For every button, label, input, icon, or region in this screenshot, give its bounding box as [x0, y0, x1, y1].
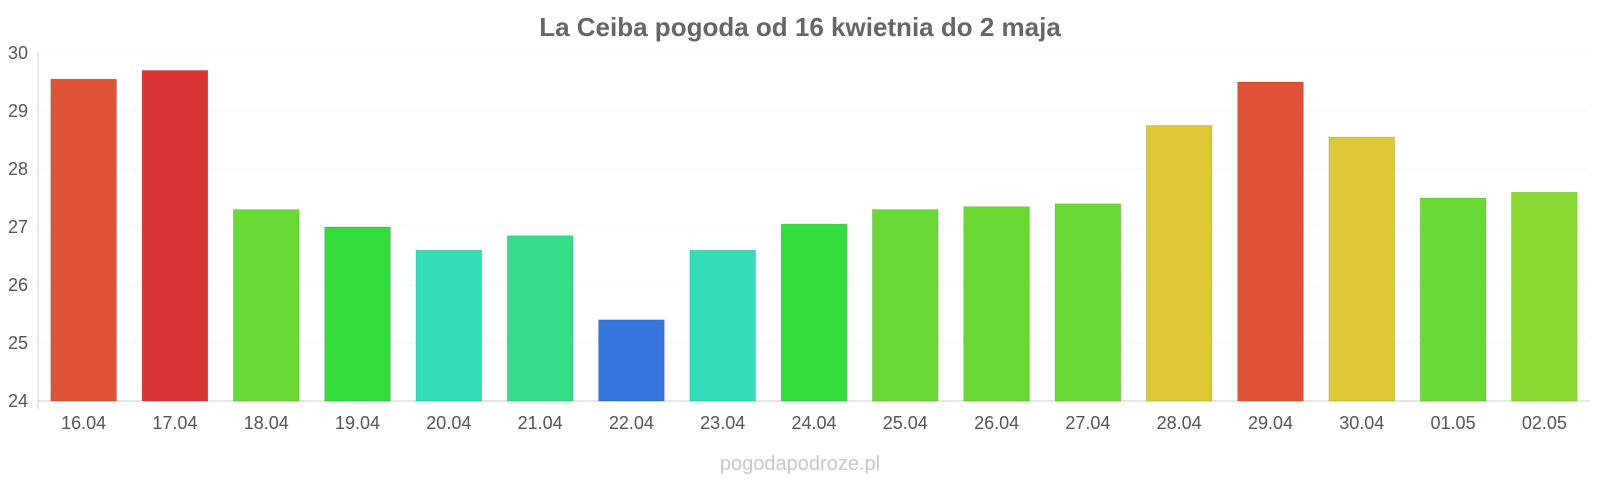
x-tick-label: 23.04	[700, 413, 745, 433]
y-tick-label: 24	[8, 391, 28, 411]
bar-25.04	[871, 209, 939, 402]
x-tick-label: 01.05	[1431, 413, 1476, 433]
bar-27.04	[1054, 203, 1122, 402]
bar-20.04	[415, 249, 483, 402]
bar-29.04	[1237, 81, 1304, 402]
x-axis: 16.04 17.04 18.04 19.04 20.04 21.04 22.04 23.04…	[61, 413, 1567, 433]
x-tick-label: 16.04	[61, 413, 106, 433]
bar-17.04	[141, 69, 209, 402]
bar-23.04	[689, 249, 757, 402]
x-tick-label: 19.04	[335, 413, 380, 433]
y-tick-label: 30	[8, 43, 28, 63]
y-tick-label: 28	[8, 159, 28, 179]
x-tick-label: 28.04	[1157, 413, 1202, 433]
bar-21.04	[506, 235, 574, 402]
bar-02.05	[1510, 191, 1578, 402]
chart-title: La Ceiba pogoda od 16 kwietnia do 2 maja	[539, 12, 1061, 42]
x-tick-label: 25.04	[883, 413, 928, 433]
x-tick-label: 24.04	[791, 413, 836, 433]
bar-16.04	[50, 78, 118, 402]
x-tick-label: 18.04	[244, 413, 289, 433]
y-tick-label: 25	[8, 333, 28, 353]
bar-01.05	[1419, 197, 1487, 402]
y-tick-label: 29	[8, 101, 28, 121]
x-tick-label: 27.04	[1065, 413, 1110, 433]
x-tick-label: 29.04	[1248, 413, 1293, 433]
bar-22.04	[598, 319, 665, 402]
x-tick-label: 20.04	[426, 413, 471, 433]
x-tick-label: 30.04	[1339, 413, 1384, 433]
bar-28.04	[1145, 125, 1213, 402]
x-tick-label: 02.05	[1522, 413, 1567, 433]
y-tick-label: 26	[8, 275, 28, 295]
bars	[50, 69, 1578, 402]
y-tick-label: 27	[8, 217, 28, 237]
bar-30.04	[1328, 136, 1396, 402]
watermark: pogodapodroze.pl	[720, 453, 880, 475]
x-tick-label: 17.04	[152, 413, 197, 433]
bar-26.04	[963, 206, 1030, 402]
x-tick-label: 22.04	[609, 413, 654, 433]
x-tick-label: 26.04	[974, 413, 1019, 433]
x-tick-label: 21.04	[518, 413, 563, 433]
bar-18.04	[232, 209, 300, 402]
bar-19.04	[324, 226, 391, 402]
bar-24.04	[780, 223, 848, 402]
